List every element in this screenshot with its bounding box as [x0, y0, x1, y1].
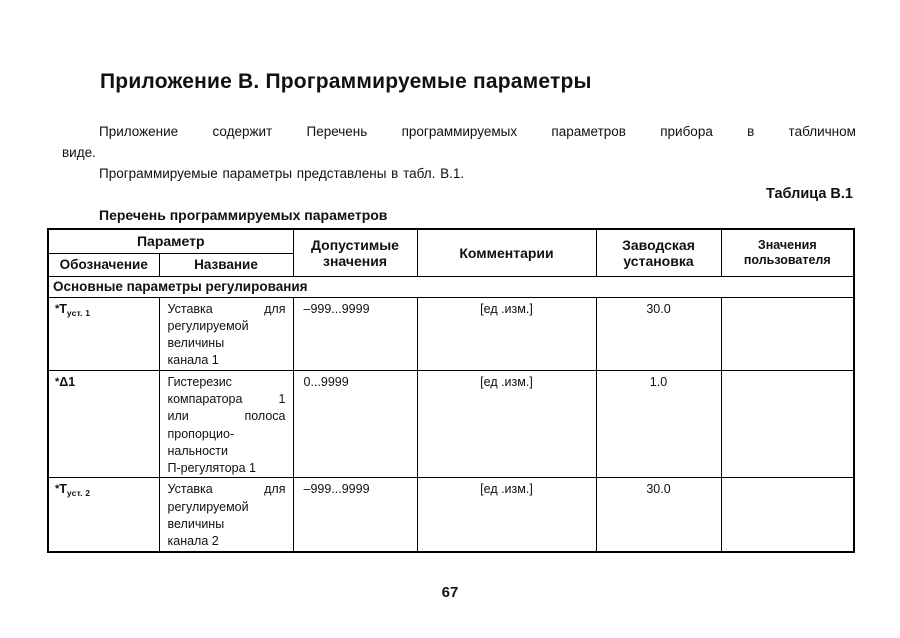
user-value-cell: [720, 477, 855, 553]
table-caption: Таблица В.1: [765, 186, 853, 202]
asterisk-mark: *: [55, 302, 60, 315]
header-parameter: Параметр: [47, 228, 294, 254]
section-title: Основные параметры регулирования: [47, 275, 855, 298]
param-designation-cell: *Tуст. 2: [47, 477, 160, 553]
param-name-cell: Уставка для регулируемой величины канала 1: [158, 296, 294, 371]
table-title: Перечень программируемых параметров: [99, 207, 388, 223]
header-factory-setting: Заводская установка: [595, 228, 722, 277]
param-name-cell: Гистерезис компаратора 1 или полоса пропорцио…: [158, 369, 294, 479]
allowed-values-cell: –999...9999: [292, 477, 418, 553]
param-designation-cell: *Δ1: [47, 369, 160, 479]
table-row: *Tуст. 1 Уставка для регулируемой величины к…: [47, 296, 855, 371]
param-designation-cell: *Tуст. 1: [47, 296, 160, 371]
user-value-cell: [720, 296, 855, 371]
comment-cell: [ед .изм.]: [416, 369, 597, 479]
header-name: Название: [158, 252, 294, 277]
paragraph-reference: Программируемые параметры представлены в…: [99, 166, 465, 181]
paragraph-intro-line2: виде.: [62, 145, 96, 160]
header-row-2: Обозначение Название: [47, 252, 854, 277]
allowed-values-cell: 0...9999: [292, 369, 418, 479]
page-number: 67: [441, 584, 459, 601]
header-row-1: Параметр Допустимые значения Комментарии…: [47, 228, 855, 277]
table-row: *Δ1 Гистерезис компаратора 1 или полоса пропо…: [47, 369, 855, 479]
page-title: Приложение В. Программируемые параметры: [100, 70, 592, 93]
section-row: Основные параметры регулирования: [47, 275, 855, 298]
asterisk-mark: *: [55, 375, 60, 388]
comment-cell: [ед .изм.]: [416, 477, 597, 553]
header-user-values: Значения пользователя: [720, 228, 855, 277]
factory-setting-cell: 30.0: [595, 296, 722, 371]
param-symbol: T: [59, 482, 67, 497]
user-value-cell: [720, 369, 855, 479]
factory-setting-cell: 30.0: [595, 477, 722, 553]
param-symbol: T: [59, 301, 67, 316]
paragraph-intro-line1: Приложение содержит Перечень программируемы…: [99, 124, 856, 139]
param-symbol-subscript: уст. 2: [66, 488, 91, 499]
asterisk-mark: *: [55, 483, 60, 496]
header-comments: Комментарии: [416, 228, 597, 277]
param-name-cell: Уставка для регулируемой величины канала 2: [158, 477, 294, 553]
parameters-table: Параметр Допустимые значения Комментарии…: [47, 228, 855, 553]
header-allowed-values: Допустимые значения: [292, 228, 418, 277]
factory-setting-cell: 1.0: [595, 369, 722, 479]
allowed-values-cell: –999...9999: [292, 296, 418, 371]
param-symbol: Δ1: [59, 374, 76, 389]
table-row: *Tуст. 2 Уставка для регулируемой величины к…: [47, 477, 855, 553]
comment-cell: [ед .изм.]: [416, 296, 597, 371]
param-symbol-subscript: уст. 1: [66, 307, 91, 318]
header-designation: Обозначение: [47, 252, 160, 277]
